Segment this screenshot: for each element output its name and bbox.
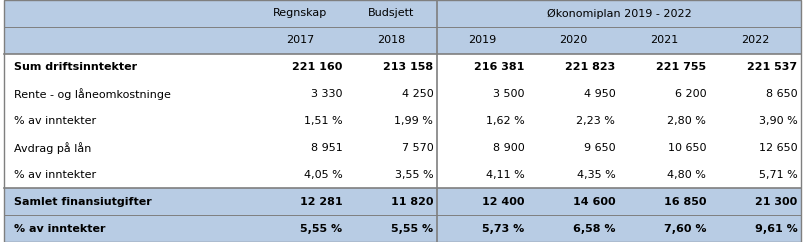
Text: 12 400: 12 400: [482, 197, 524, 207]
Text: 2022: 2022: [741, 35, 770, 45]
Text: Avdrag på lån: Avdrag på lån: [14, 142, 92, 154]
Text: Rente - og låneomkostninge: Rente - og låneomkostninge: [14, 88, 171, 100]
Bar: [4, 215, 801, 242]
Text: Samlet finansiutgifter: Samlet finansiutgifter: [14, 197, 152, 207]
Text: 4,05 %: 4,05 %: [303, 170, 342, 180]
Text: Økonomiplan 2019 - 2022: Økonomiplan 2019 - 2022: [547, 8, 691, 19]
Bar: [4, 161, 801, 188]
Text: 2019: 2019: [469, 35, 497, 45]
Text: 16 850: 16 850: [664, 197, 706, 207]
Text: 4,80 %: 4,80 %: [667, 170, 706, 180]
Text: 5,55 %: 5,55 %: [300, 224, 342, 234]
Text: 2,23 %: 2,23 %: [576, 116, 615, 126]
Text: 1,62 %: 1,62 %: [485, 116, 524, 126]
Text: 10 650: 10 650: [668, 143, 706, 153]
Bar: [4, 81, 801, 107]
Text: % av inntekter: % av inntekter: [14, 116, 96, 126]
Text: 213 158: 213 158: [383, 62, 433, 72]
Text: 8 900: 8 900: [493, 143, 524, 153]
Text: 5,55 %: 5,55 %: [391, 224, 433, 234]
Text: 2,80 %: 2,80 %: [667, 116, 706, 126]
Text: 5,73 %: 5,73 %: [482, 224, 524, 234]
Text: 7 570: 7 570: [402, 143, 433, 153]
Text: 21 300: 21 300: [755, 197, 797, 207]
Text: 9 650: 9 650: [584, 143, 615, 153]
Text: 6,58 %: 6,58 %: [573, 224, 615, 234]
Text: 7,60 %: 7,60 %: [664, 224, 706, 234]
Text: 221 823: 221 823: [565, 62, 615, 72]
Text: 14 600: 14 600: [572, 197, 615, 207]
Text: 221 755: 221 755: [656, 62, 706, 72]
Text: 4 250: 4 250: [402, 89, 433, 99]
Text: Regnskap: Regnskap: [274, 8, 328, 18]
Text: 12 281: 12 281: [299, 197, 342, 207]
Text: 3 500: 3 500: [493, 89, 524, 99]
Text: 4 950: 4 950: [584, 89, 615, 99]
Text: 2020: 2020: [559, 35, 588, 45]
Text: 8 650: 8 650: [766, 89, 797, 99]
Text: 9,61 %: 9,61 %: [754, 224, 797, 234]
Text: 216 381: 216 381: [474, 62, 524, 72]
Text: 4,11 %: 4,11 %: [485, 170, 524, 180]
Bar: [4, 27, 801, 54]
Text: 3 330: 3 330: [311, 89, 342, 99]
Bar: [4, 54, 801, 81]
Bar: [4, 188, 801, 215]
Text: 2017: 2017: [287, 35, 315, 45]
Text: % av inntekter: % av inntekter: [14, 170, 96, 180]
Text: 11 820: 11 820: [390, 197, 433, 207]
Text: 1,99 %: 1,99 %: [394, 116, 433, 126]
Text: 8 951: 8 951: [311, 143, 342, 153]
Text: 4,35 %: 4,35 %: [576, 170, 615, 180]
Text: 2021: 2021: [650, 35, 679, 45]
Text: % av inntekter: % av inntekter: [14, 224, 105, 234]
Text: 12 650: 12 650: [758, 143, 797, 153]
Text: 221 160: 221 160: [292, 62, 342, 72]
Text: 221 537: 221 537: [747, 62, 797, 72]
Text: 2018: 2018: [378, 35, 406, 45]
Text: 3,55 %: 3,55 %: [394, 170, 433, 180]
Text: 3,90 %: 3,90 %: [758, 116, 797, 126]
Text: Budsjett: Budsjett: [368, 8, 415, 18]
Bar: [4, 0, 801, 27]
Text: 5,71 %: 5,71 %: [758, 170, 797, 180]
Bar: [4, 107, 801, 135]
Text: Sum driftsinntekter: Sum driftsinntekter: [14, 62, 137, 72]
Text: 6 200: 6 200: [675, 89, 706, 99]
Bar: [4, 135, 801, 161]
Text: 1,51 %: 1,51 %: [303, 116, 342, 126]
